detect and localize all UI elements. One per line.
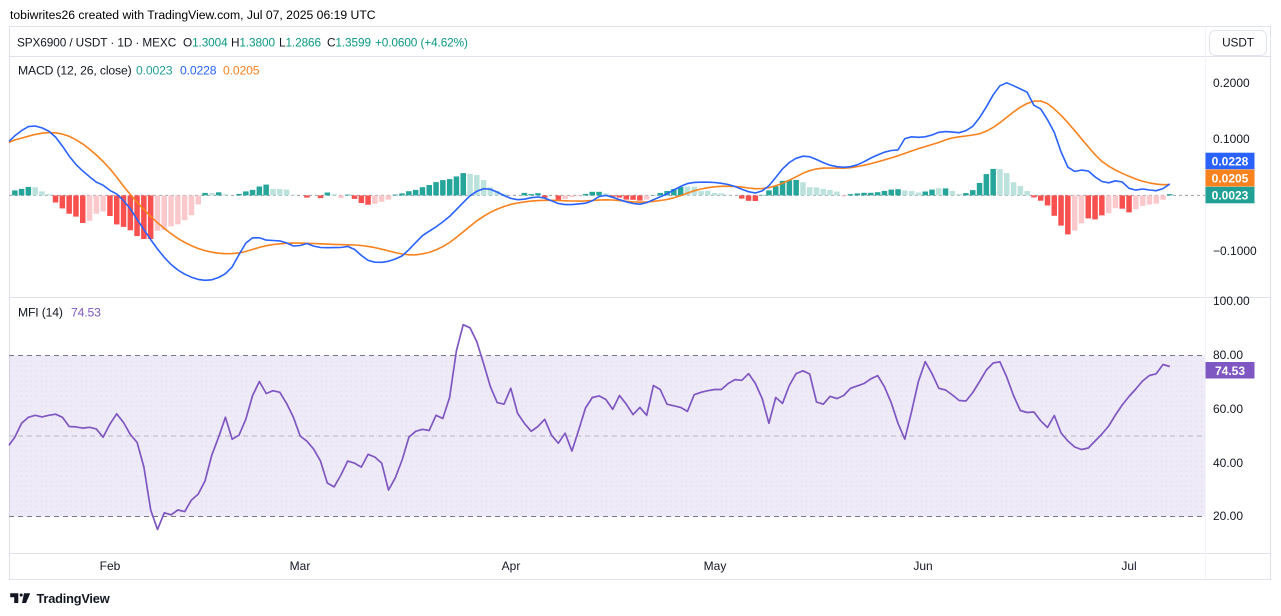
svg-text:USDT: USDT (1222, 36, 1254, 50)
svg-text:40.00: 40.00 (1213, 456, 1243, 470)
svg-text:H1.3800: H1.3800 (231, 36, 275, 50)
svg-text:MFI (14): MFI (14) (18, 306, 63, 320)
svg-text:74.53: 74.53 (71, 306, 101, 320)
svg-text:MACD (12, 26, close): MACD (12, 26, close) (18, 64, 132, 78)
svg-text:C1.3599: C1.3599 (327, 36, 371, 50)
svg-text:Jun: Jun (913, 559, 932, 573)
svg-text:+0.0600 (+4.62%): +0.0600 (+4.62%) (375, 36, 468, 50)
svg-text:0.0228: 0.0228 (1212, 155, 1249, 169)
svg-text:74.53: 74.53 (1215, 364, 1245, 378)
svg-text:May: May (704, 559, 727, 573)
svg-text:O1.3004: O1.3004 (183, 36, 228, 50)
svg-text:tobiwrites26 created with Trad: tobiwrites26 created with TradingView.co… (10, 8, 376, 22)
svg-text:L1.2866: L1.2866 (279, 36, 321, 50)
svg-text:0.0023: 0.0023 (136, 64, 173, 78)
svg-text:0.0228: 0.0228 (180, 64, 217, 78)
svg-text:80.00: 80.00 (1213, 348, 1243, 362)
svg-text:Feb: Feb (100, 559, 121, 573)
svg-text:0.0205: 0.0205 (1212, 172, 1249, 186)
svg-text:0.0205: 0.0205 (223, 64, 260, 78)
svg-text:60.00: 60.00 (1213, 402, 1243, 416)
svg-text:100.00: 100.00 (1213, 294, 1250, 308)
svg-text:Mar: Mar (290, 559, 311, 573)
svg-text:Jul: Jul (1121, 559, 1136, 573)
svg-text:0.1000: 0.1000 (1213, 132, 1250, 146)
svg-text:20.00: 20.00 (1213, 509, 1243, 523)
svg-text:Apr: Apr (502, 559, 521, 573)
svg-text:TradingView: TradingView (37, 591, 110, 606)
svg-text:SPX6900 / USDT · 1D · MEXC: SPX6900 / USDT · 1D · MEXC (17, 36, 177, 50)
svg-text:0.0023: 0.0023 (1212, 189, 1249, 203)
svg-text:0.2000: 0.2000 (1213, 76, 1250, 90)
svg-text:−0.1000: −0.1000 (1213, 244, 1257, 258)
